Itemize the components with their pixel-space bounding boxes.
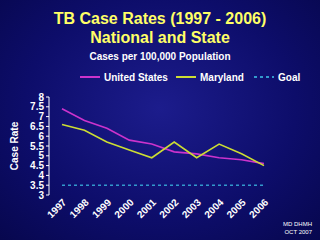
y-tick-label: 5.5	[30, 141, 44, 152]
title: National and State	[90, 29, 230, 46]
x-tick-label: 2006	[247, 196, 271, 220]
legend-swatch	[254, 76, 274, 78]
y-tick	[46, 126, 49, 127]
y-tick	[46, 116, 49, 117]
y-tick	[46, 97, 49, 98]
series-line	[62, 184, 264, 186]
x-tick-label: 1999	[90, 196, 114, 220]
title: TB Case Rates (1997 - 2006)	[54, 10, 267, 27]
y-tick	[46, 146, 49, 147]
plot-area	[62, 109, 264, 185]
x-tick-label: 2004	[202, 196, 226, 220]
x-tick-label: 2005	[224, 196, 248, 220]
y-tick	[46, 136, 49, 137]
y-tick	[46, 185, 49, 186]
y-tick-label: 4.5	[30, 160, 44, 171]
legend-swatch	[80, 76, 100, 78]
y-tick-label: 3	[38, 190, 44, 201]
y-tick-label: 6.5	[30, 121, 44, 132]
y-tick	[46, 175, 49, 176]
y-tick-label: 4	[38, 170, 44, 181]
x-tick-label: 2003	[180, 196, 204, 220]
annotation: OCT 2007	[284, 229, 312, 235]
legend-swatch	[176, 76, 196, 78]
y-tick-label: 8	[38, 92, 44, 103]
y-axis-label: Case Rate	[9, 121, 20, 170]
y-tick	[46, 195, 49, 196]
series-line	[62, 124, 264, 165]
y-tick-label: 7.5	[30, 101, 44, 112]
y-tick	[46, 165, 49, 166]
y-tick-label: 6	[38, 131, 44, 142]
x-tick-label: 2002	[157, 196, 181, 220]
y-tick	[46, 155, 49, 156]
legend-label: Goal	[278, 72, 300, 83]
x-tick-label: 1998	[67, 196, 91, 220]
legend-label: United States	[104, 72, 168, 83]
y-tick	[46, 106, 49, 107]
subtitle: Cases per 100,000 Population	[89, 51, 230, 62]
x-tick-label: 1997	[45, 196, 69, 220]
chart: TB Case Rates (1997 - 2006) National and …	[0, 0, 320, 240]
annotation: MD DHMH	[283, 221, 312, 227]
legend-label: Maryland	[200, 72, 244, 83]
x-tick-label: 2000	[112, 196, 136, 220]
x-tick-label: 2001	[135, 196, 159, 220]
y-tick-label: 5	[38, 150, 44, 161]
y-tick-label: 3.5	[30, 180, 44, 191]
y-tick-label: 7	[38, 111, 44, 122]
series-line	[62, 109, 264, 164]
